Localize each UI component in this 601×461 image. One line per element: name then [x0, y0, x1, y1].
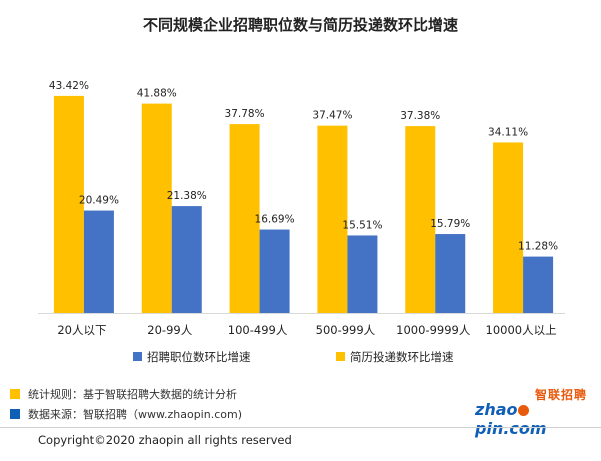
- legend-swatch-icon: [133, 352, 142, 361]
- data-label: 20.49%: [79, 195, 119, 207]
- bar-resumes: [317, 125, 348, 314]
- footer-divider: [0, 427, 601, 428]
- data-label: 37.47%: [312, 110, 352, 122]
- note-swatch-icon: [10, 389, 20, 399]
- data-label: 34.11%: [488, 126, 528, 138]
- legend-swatch-icon: [336, 352, 345, 361]
- x-tick-label: 20-99人: [147, 323, 192, 337]
- data-label: 15.51%: [342, 219, 382, 231]
- bar-resumes: [53, 95, 84, 314]
- zhaopin-logo: 智联招聘 zhaopin.com: [475, 386, 595, 438]
- brand-name-en: zhaopin.com: [475, 400, 587, 438]
- data-label: 41.88%: [137, 88, 177, 100]
- data-label: 37.38%: [400, 110, 440, 122]
- legend-label: 简历投递数环比增速: [350, 350, 454, 364]
- footer-copyright: Copyright©2020 zhaopin all rights reserv…: [38, 433, 292, 447]
- bar-positions: [259, 229, 290, 313]
- x-tick-label: 500-999人: [316, 323, 376, 337]
- x-tick-label: 10000人以上: [486, 323, 557, 337]
- data-label: 15.79%: [430, 218, 470, 230]
- chart-title: 不同规模企业招聘职位数与简历投递数环比增速: [142, 16, 458, 34]
- note-data-source: 数据来源：智联招聘（www.zhaopin.com): [10, 406, 242, 422]
- data-label: 16.69%: [255, 214, 295, 226]
- bar-positions: [523, 256, 554, 313]
- bar-positions: [171, 206, 202, 313]
- x-tick-label: 20人以下: [57, 323, 106, 337]
- brand-name-cn: 智联招聘: [534, 388, 587, 402]
- legend-label: 招聘职位数环比增速: [147, 350, 251, 364]
- x-tick-label: 1000-9999人: [396, 323, 471, 337]
- bar-positions: [347, 235, 378, 313]
- bar-resumes: [141, 103, 172, 313]
- brand-en-suffix: pin.com: [475, 419, 547, 438]
- note-text: 数据来源：智联招聘（www.zhaopin.com): [28, 408, 242, 421]
- data-label: 43.42%: [49, 80, 89, 92]
- bar-positions: [83, 210, 114, 313]
- bar-positions: [435, 234, 466, 313]
- x-tick-label: 100-499人: [228, 323, 288, 337]
- bar-resumes: [405, 126, 436, 313]
- data-label: 21.38%: [167, 190, 207, 202]
- note-text: 统计规则：基于智联招聘大数据的统计分析: [28, 388, 237, 401]
- brand-dot-icon: [517, 405, 529, 416]
- bar-chart: 43.42% 20.49% 20人以下 41.88% 21.38% 20-99人 37.78…: [38, 80, 565, 364]
- data-label: 11.28%: [518, 241, 558, 253]
- brand-en-prefix: zhao: [475, 400, 518, 419]
- note-statistics-rule: 统计规则：基于智联招聘大数据的统计分析: [10, 386, 237, 402]
- bar-resumes: [493, 142, 524, 313]
- note-swatch-icon: [10, 409, 20, 419]
- data-label: 37.78%: [225, 108, 265, 120]
- bar-resumes: [229, 124, 260, 313]
